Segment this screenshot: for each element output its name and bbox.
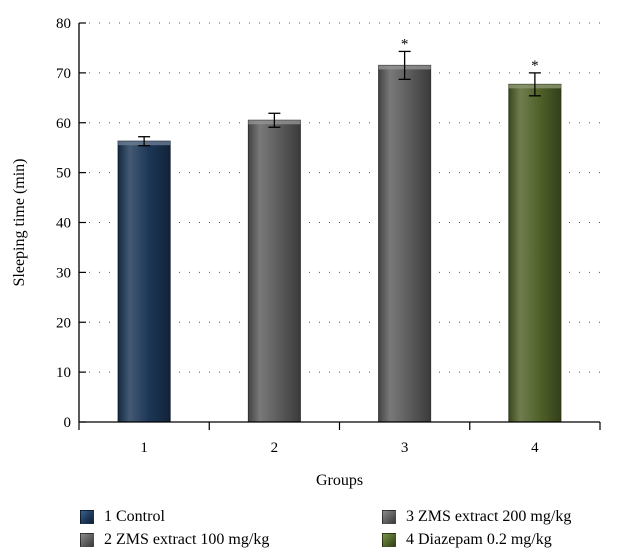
legend-item-diazepam: 4 Diazepam 0.2 mg/kg xyxy=(382,530,552,550)
y-tick-label: 40 xyxy=(56,216,71,232)
x-tick-label: 1 xyxy=(140,440,148,456)
y-tick-label: 30 xyxy=(56,265,71,281)
legend-item-control: 1 Control xyxy=(80,507,165,527)
axes: 0 10 20 30 40 50 60 70 80 1 2 3 4 xyxy=(56,16,601,456)
x-tick-label: 2 xyxy=(271,440,279,456)
legend-swatch-control xyxy=(80,510,94,524)
y-tick-label: 80 xyxy=(56,16,71,32)
legend-swatch-zms-100 xyxy=(80,533,94,547)
bar-group-4 xyxy=(508,83,562,423)
y-tick-label: 10 xyxy=(56,365,71,381)
y-tick-label: 50 xyxy=(56,166,71,182)
legend-swatch-zms-200 xyxy=(382,510,396,524)
x-axis-label: Groups xyxy=(316,472,363,489)
legend-label-zms-100: 2 ZMS extract 100 mg/kg xyxy=(104,531,270,548)
legend-label-zms-200: 3 ZMS extract 200 mg/kg xyxy=(406,508,572,525)
legend-item-zms-100: 2 ZMS extract 100 mg/kg xyxy=(80,530,269,550)
y-axis-label: Sleeping time (min) xyxy=(11,159,28,287)
y-tick-label: 20 xyxy=(56,315,71,331)
gridlines xyxy=(79,22,600,373)
significance-marker: * xyxy=(401,36,409,52)
legend: 1 Control 2 ZMS extract 100 mg/kg 3 ZMS … xyxy=(80,507,637,553)
bar-group-3 xyxy=(378,64,432,423)
x-tick-label: 3 xyxy=(401,440,409,456)
bar-group-2 xyxy=(247,119,301,423)
legend-swatch-diazepam xyxy=(382,533,396,547)
bars: ** xyxy=(117,36,562,423)
legend-label-control: 1 Control xyxy=(104,508,165,525)
bar-group-1 xyxy=(117,140,171,423)
legend-label-diazepam: 4 Diazepam 0.2 mg/kg xyxy=(406,531,552,548)
y-tick-label: 60 xyxy=(56,116,71,132)
legend-item-zms-200: 3 ZMS extract 200 mg/kg xyxy=(382,507,571,527)
y-tick-label: 70 xyxy=(56,66,71,82)
y-tick-label: 0 xyxy=(64,415,72,431)
significance-marker: * xyxy=(531,58,539,74)
x-tick-label: 4 xyxy=(531,440,539,456)
